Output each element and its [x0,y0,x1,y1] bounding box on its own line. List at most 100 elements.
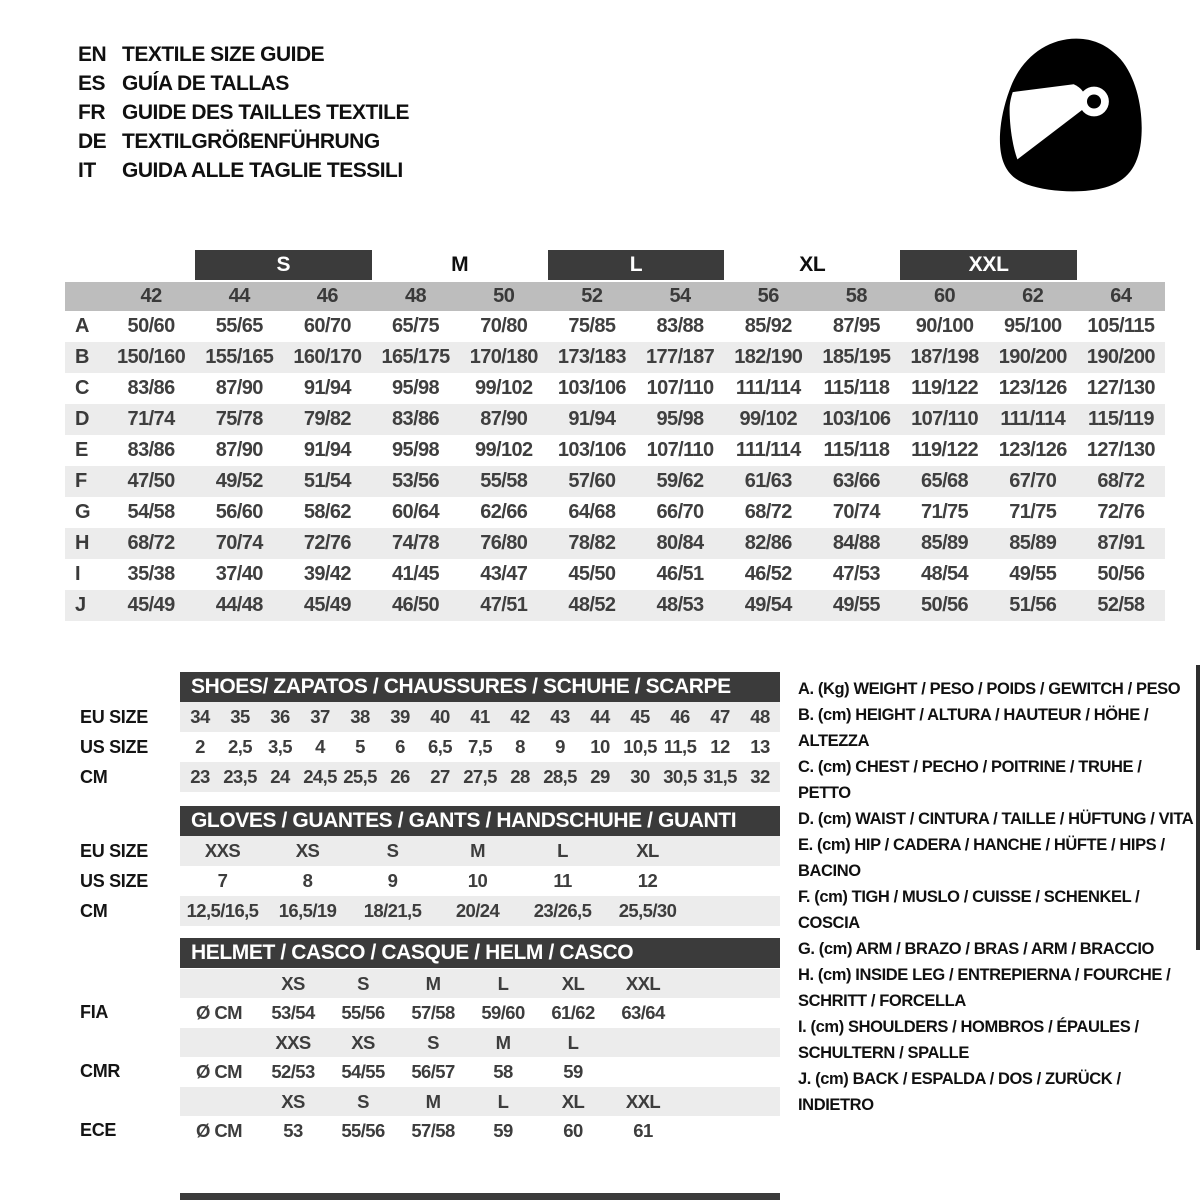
measurement-value: 83/88 [656,315,705,337]
shoes-size-value: 44 [590,706,610,727]
language-code: ES [78,71,106,95]
helmet-size-value: 57/58 [411,1001,455,1023]
shoes-size-value: 43 [550,706,570,727]
shoes-size-value: 6 [395,736,405,757]
guide-title: TEXTILGRÖßENFÜHRUNG [122,129,380,153]
measurement-value: 107/110 [646,377,715,399]
measurement-value: 123/126 [998,377,1068,399]
measurement-value: 85/89 [921,532,969,554]
shoes-size-value: 28,5 [543,766,577,787]
guide-title: GUIDE DES TAILLES TEXTILE [122,100,409,124]
shoes-size-value: 8 [515,736,525,757]
shoes-size-value: 28 [510,766,530,787]
measurement-letter: B [75,346,90,368]
helmet-section: HELMET / CASCO / CASQUE / HELM / CASCO X… [65,938,780,1145]
measurement-value: 49/55 [1009,563,1057,585]
helmet-size-label: S [427,1031,439,1053]
language-code: DE [78,129,107,153]
shoes-row: CM 23 23,5 24 24,5 25,5 26 27 27,5 28 28,5 29 30 30,… [65,762,780,792]
measurement-value: 41/45 [392,563,440,585]
helmet-standard-block: XXS XS S M L CMR Ø CM 52/53 54/55 56/57 58 59 [65,1028,780,1086]
measurement-value: 91/94 [568,408,616,430]
legend-item: F. (cm) TIGH / MUSLO / CUISSE / SCHENKEL… [798,888,1140,932]
shoes-size-value: 48 [750,706,770,727]
gloves-row: US SIZE 7 8 9 10 11 12 [65,866,780,896]
measurement-value: 49/55 [832,594,881,616]
shoes-row-label: CM [80,766,108,787]
measurement-value: 95/98 [392,377,440,399]
helmet-size-label: XS [351,1031,375,1053]
measurement-value: 91/94 [303,439,352,461]
helmet-unit-label: Ø CM [196,1060,243,1082]
size-band-row: S M L XL XXL [65,250,1165,280]
measurement-value: 59/62 [656,470,705,492]
measurement-value: 123/126 [998,439,1068,461]
size-band: M [372,250,548,280]
shoes-size-value: 26 [390,766,410,787]
measurement-value: 87/95 [832,315,881,337]
shoes-size-value: 3,5 [268,736,293,757]
measurement-value: 47/51 [480,594,528,616]
shoes-size-value: 11,5 [663,736,697,757]
helmet-values-band: Ø CM 52/53 54/55 56/57 58 59 [180,1057,780,1086]
helmet-values-band: Ø CM 53/54 55/56 57/58 59/60 61/62 63/64 [180,998,780,1027]
language-row: ES GUÍA DE TALLAS [78,69,409,98]
helmet-size-value: 57/58 [411,1119,455,1141]
gloves-row-label: US SIZE [80,870,148,891]
measurement-value: 160/170 [293,346,362,368]
measurement-value: 78/82 [568,532,616,554]
shoes-size-value: 40 [430,706,450,727]
measurement-row: F 47/50 49/52 51/54 53/56 55/58 57/60 59/62 61/… [65,466,1165,497]
shoes-section: SHOES/ ZAPATOS / CHAUSSURES / SCHUHE / S… [65,672,780,792]
measurement-value: 91/94 [303,377,352,399]
accessory-size-sections: SHOES/ ZAPATOS / CHAUSSURES / SCHUHE / S… [65,672,780,1145]
measurement-value: 65/75 [392,315,440,337]
shoes-row-label: EU SIZE [80,706,148,727]
measurement-value: 65/68 [921,470,969,492]
language-row: DE TEXTILGRÖßENFÜHRUNG [78,127,409,156]
measurement-value: 37/40 [215,563,264,585]
measurement-value: 99/102 [474,377,533,399]
measurement-value: 95/98 [392,439,440,461]
measurement-value: 60/70 [303,315,352,337]
helmet-standard-name: ECE [80,1120,117,1140]
size-band: S [195,250,372,280]
measurement-letter: H [75,532,90,554]
shoes-size-value: 38 [350,706,370,727]
measurement-value: 87/90 [215,377,264,399]
shoes-size-value: 2 [195,736,205,757]
measurement-value: 107/110 [911,408,979,430]
shoes-size-value: 24,5 [303,766,337,787]
shoes-size-value: 46 [670,706,690,727]
helmet-sizes-band: XXS XS S M L [180,1028,780,1057]
measurement-value: 83/86 [127,377,176,399]
size-column-header: 48 [404,285,427,307]
helmet-size-value: 56/57 [411,1060,455,1082]
shoes-size-value: 2,5 [228,736,253,757]
size-column-header: 50 [493,285,515,307]
gloves-row-band: 7 8 9 10 11 12 [180,866,780,896]
measurement-value: 71/75 [921,501,969,523]
measurement-value: 46/50 [392,594,440,616]
helmet-standard-block: XS S M L XL XXL FIA Ø CM 53/54 55/56 57/58 59/60… [65,969,780,1027]
measurement-value: 51/54 [303,470,352,492]
measurement-value: 84/88 [832,532,881,554]
measurement-row: C 83/86 87/90 91/94 95/98 99/102 103/106 107/1… [65,373,1165,404]
shoes-size-value: 45 [630,706,650,727]
gloves-size-value: 12 [637,870,658,891]
helmet-size-label: XXL [625,972,661,994]
helmet-size-label: M [495,1031,511,1053]
size-band: L [547,250,725,280]
cropped-section-bar [180,1193,780,1200]
gloves-size-value: 7 [217,870,228,891]
measurement-value: 70/74 [832,501,881,523]
helmet-size-label: L [497,1090,509,1112]
measurement-value: 111/114 [735,377,801,399]
measurement-row: D 71/74 75/78 79/82 83/86 87/90 91/94 95/98 99/… [65,404,1165,435]
textile-size-table: S M L XL XXL 42 44 46 48 50 52 54 56 58 60 62 64 A … [65,250,1165,621]
measurement-row: J 45/49 44/48 45/49 46/50 47/51 48/52 48/53 49/… [65,590,1165,621]
gloves-size-value: XL [636,840,659,861]
size-band-label: XXL [968,253,1009,276]
shoes-size-value: 30 [630,766,650,787]
legend-item: I. (cm) SHOULDERS / HOMBROS / ÉPAULES / … [798,1018,1139,1062]
